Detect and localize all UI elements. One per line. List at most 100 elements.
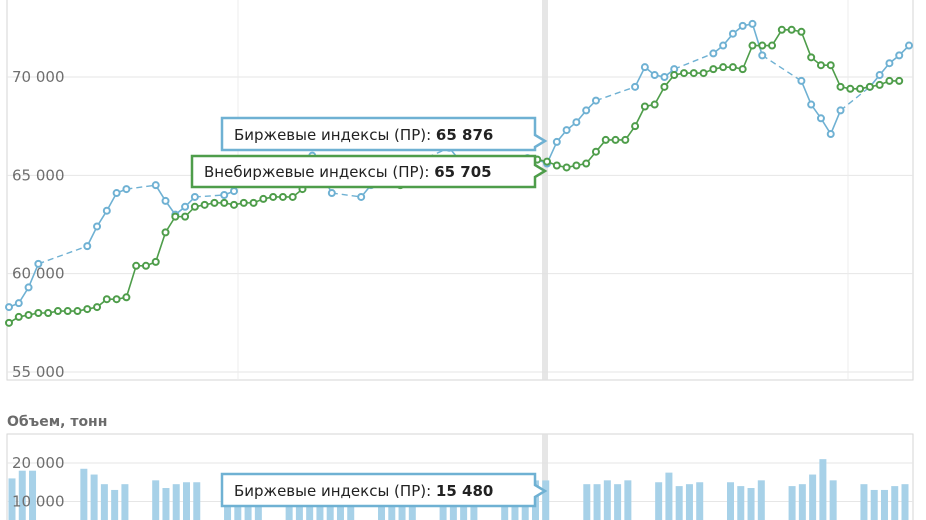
data-point[interactable] [591, 96, 600, 105]
data-point[interactable] [728, 29, 737, 38]
volume-bar[interactable] [121, 484, 129, 520]
volume-bar[interactable] [880, 489, 888, 520]
volume-bar[interactable] [891, 486, 899, 520]
volume-bar[interactable] [665, 472, 673, 520]
data-point[interactable] [230, 187, 238, 196]
volume-bar[interactable] [747, 488, 755, 520]
data-point[interactable] [552, 161, 561, 170]
data-point[interactable] [631, 122, 640, 131]
volume-bar[interactable] [675, 486, 683, 520]
data-point[interactable] [797, 76, 806, 85]
data-point[interactable] [875, 80, 884, 89]
volume-bar[interactable] [182, 482, 190, 520]
volume-bar[interactable] [8, 478, 16, 520]
data-point[interactable] [230, 200, 238, 209]
data-point[interactable] [640, 63, 649, 72]
data-point[interactable] [856, 84, 865, 93]
data-point[interactable] [650, 71, 659, 80]
volume-bar[interactable] [80, 468, 88, 520]
data-point[interactable] [699, 69, 708, 78]
data-point[interactable] [63, 307, 72, 316]
data-point[interactable] [122, 185, 131, 194]
data-point[interactable] [112, 295, 121, 304]
data-point[interactable] [239, 198, 248, 207]
volume-bar[interactable] [901, 484, 909, 520]
data-point[interactable] [53, 307, 62, 316]
data-point[interactable] [73, 307, 82, 316]
data-point[interactable] [171, 212, 180, 221]
data-point[interactable] [846, 84, 855, 93]
data-point[interactable] [895, 76, 904, 85]
data-point[interactable] [738, 65, 747, 74]
volume-bar[interactable] [870, 489, 878, 520]
data-point[interactable] [670, 71, 679, 80]
data-point[interactable] [14, 312, 23, 321]
data-point[interactable] [5, 303, 13, 312]
volume-bar[interactable] [696, 482, 704, 520]
data-point[interactable] [719, 41, 728, 50]
volume-bar[interactable] [737, 486, 745, 520]
data-point[interactable] [151, 257, 160, 266]
data-point[interactable] [220, 191, 229, 199]
data-point[interactable] [826, 130, 835, 139]
data-point[interactable] [161, 196, 170, 205]
data-point[interactable] [748, 19, 757, 28]
data-point[interactable] [34, 309, 43, 317]
volume-bar[interactable] [685, 484, 693, 520]
data-point[interactable] [777, 25, 786, 34]
data-point[interactable] [210, 198, 219, 207]
data-point[interactable] [93, 222, 102, 231]
data-point[interactable] [83, 305, 92, 314]
data-point[interactable] [836, 82, 845, 91]
volume-bar[interactable] [162, 488, 170, 520]
data-point[interactable] [83, 242, 92, 251]
data-point[interactable] [826, 61, 835, 70]
data-point[interactable] [24, 310, 33, 319]
data-point[interactable] [357, 192, 366, 201]
volume-bar[interactable] [798, 484, 806, 520]
volume-bar[interactable] [624, 480, 632, 520]
data-point[interactable] [650, 100, 659, 109]
data-point[interactable] [601, 135, 610, 144]
data-point[interactable] [112, 189, 121, 198]
data-point[interactable] [787, 25, 796, 34]
data-point[interactable] [719, 63, 728, 72]
volume-bar[interactable] [614, 484, 622, 520]
data-point[interactable] [709, 65, 718, 74]
volume-bar[interactable] [603, 480, 611, 520]
data-point[interactable] [807, 53, 816, 62]
data-point[interactable] [278, 192, 287, 201]
data-point[interactable] [141, 261, 150, 270]
data-point[interactable] [738, 21, 747, 30]
data-point[interactable] [562, 126, 571, 135]
data-point[interactable] [562, 163, 571, 172]
data-point[interactable] [259, 194, 268, 203]
data-point[interactable] [200, 200, 209, 209]
data-point[interactable] [816, 61, 825, 70]
volume-bar[interactable] [193, 482, 201, 520]
data-point[interactable] [181, 202, 190, 211]
data-point[interactable] [572, 161, 581, 170]
data-point[interactable] [689, 69, 698, 78]
data-point[interactable] [132, 261, 141, 270]
volume-bar[interactable] [727, 482, 735, 520]
data-point[interactable] [582, 159, 591, 168]
volume-bar[interactable] [757, 480, 765, 520]
data-point[interactable] [816, 114, 825, 123]
data-point[interactable] [660, 82, 669, 91]
data-point[interactable] [44, 309, 53, 317]
data-point[interactable] [572, 118, 581, 127]
data-point[interactable] [269, 192, 278, 201]
data-point[interactable] [288, 192, 297, 201]
data-point[interactable] [543, 157, 552, 166]
data-point[interactable] [151, 181, 160, 190]
volume-bar[interactable] [788, 486, 796, 520]
data-point[interactable] [631, 82, 640, 91]
volume-bar[interactable] [29, 470, 37, 520]
data-point[interactable] [748, 41, 757, 50]
volume-bar[interactable] [655, 482, 663, 520]
data-point[interactable] [327, 189, 336, 198]
data-point[interactable] [5, 318, 13, 327]
data-point[interactable] [611, 135, 620, 144]
data-point[interactable] [220, 198, 229, 207]
